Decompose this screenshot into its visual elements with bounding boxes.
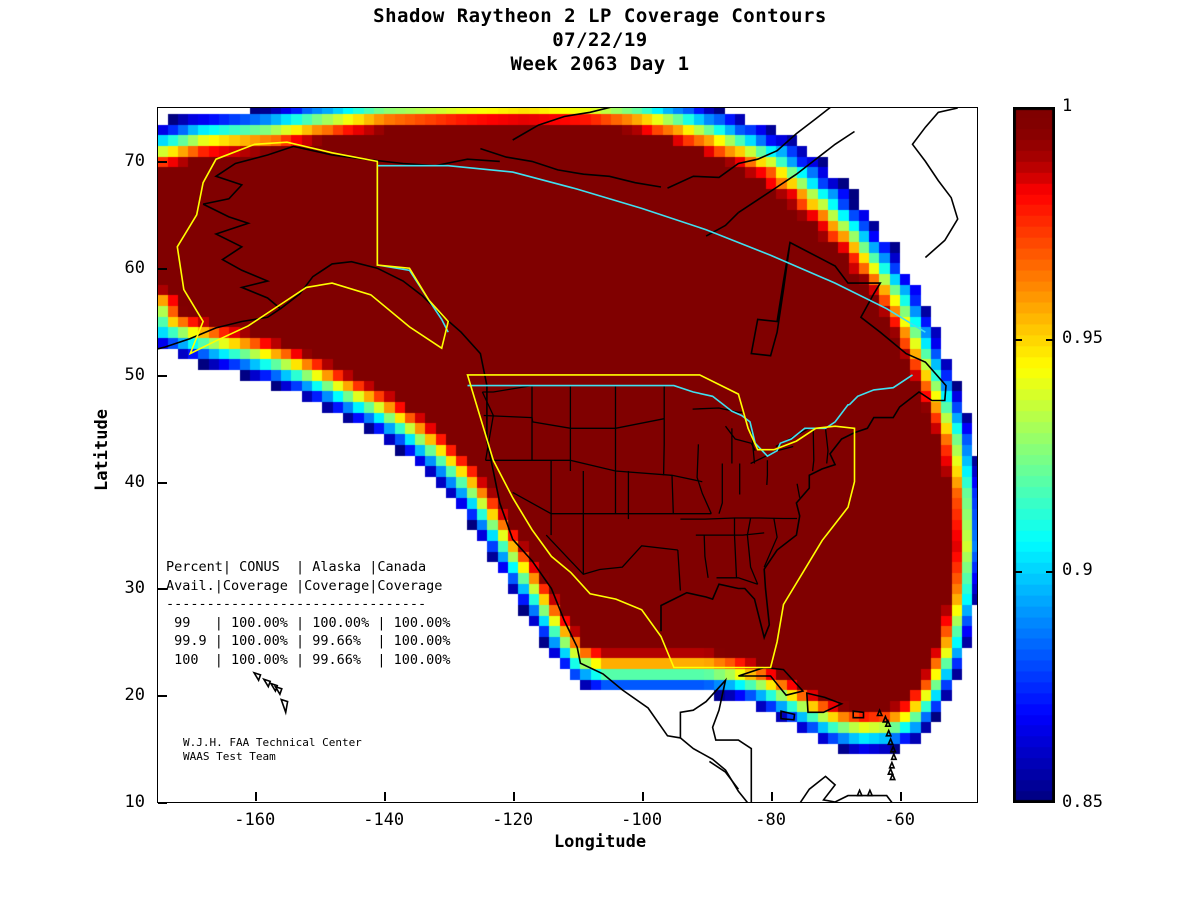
title-line-1: Shadow Raytheon 2 LP Coverage Contours [373, 5, 827, 27]
y-tick-label: 20 [124, 685, 145, 706]
title-line-2: 07/22/19 [552, 29, 648, 51]
colorbar-tick [1014, 571, 1022, 573]
x-tick-label: -160 [234, 810, 276, 830]
coverage-stats-table: Percent| CONUS | Alaska |Canada Avail.|C… [166, 559, 451, 668]
coverage-contour-canvas [158, 108, 977, 802]
x-tick-mark [254, 792, 257, 801]
y-tick-mark [158, 481, 167, 484]
x-tick-mark [770, 792, 773, 801]
colorbar-tick [1014, 339, 1022, 341]
y-tick-mark [158, 695, 167, 698]
y-tick-label: 10 [124, 792, 145, 812]
x-tick-mark [383, 792, 386, 801]
y-tick-mark [158, 268, 167, 271]
colorbar-tick [1046, 571, 1054, 573]
colorbar[interactable] [1013, 107, 1055, 803]
credit-text: W.J.H. FAA Technical Center WAAS Test Te… [183, 736, 362, 763]
x-axis-title: Longitude [553, 832, 647, 852]
y-tick-label: 40 [124, 471, 145, 492]
map-plot-area[interactable] [157, 107, 978, 803]
x-tick-mark [641, 792, 644, 801]
x-tick-label: -80 [755, 810, 786, 830]
y-tick-mark [158, 374, 167, 377]
chart-title-block: Shadow Raytheon 2 LP Coverage Contours 0… [0, 4, 1200, 76]
colorbar-label: 1 [1062, 96, 1073, 116]
colorbar-gradient [1013, 107, 1055, 803]
colorbar-tick [1046, 339, 1054, 341]
x-tick-label: -60 [884, 810, 915, 830]
x-tick-label: -100 [621, 810, 663, 830]
x-tick-mark [899, 792, 902, 801]
y-tick-label: 70 [124, 151, 145, 172]
y-tick-mark [158, 161, 167, 164]
colorbar-label: 0.9 [1062, 560, 1093, 580]
y-axis-title: Latitude [92, 409, 112, 491]
y-tick-label: 60 [124, 258, 145, 279]
title-line-3: Week 2063 Day 1 [510, 53, 690, 75]
colorbar-label: 0.85 [1062, 792, 1103, 812]
x-tick-label: -120 [492, 810, 534, 830]
y-tick-label: 30 [124, 578, 145, 599]
y-tick-mark [158, 802, 167, 804]
colorbar-label: 0.95 [1062, 328, 1103, 348]
y-tick-mark [158, 588, 167, 591]
x-tick-mark [512, 792, 515, 801]
colorbar-tick [1014, 801, 1022, 803]
x-tick-label: -140 [363, 810, 405, 830]
y-tick-label: 50 [124, 364, 145, 385]
